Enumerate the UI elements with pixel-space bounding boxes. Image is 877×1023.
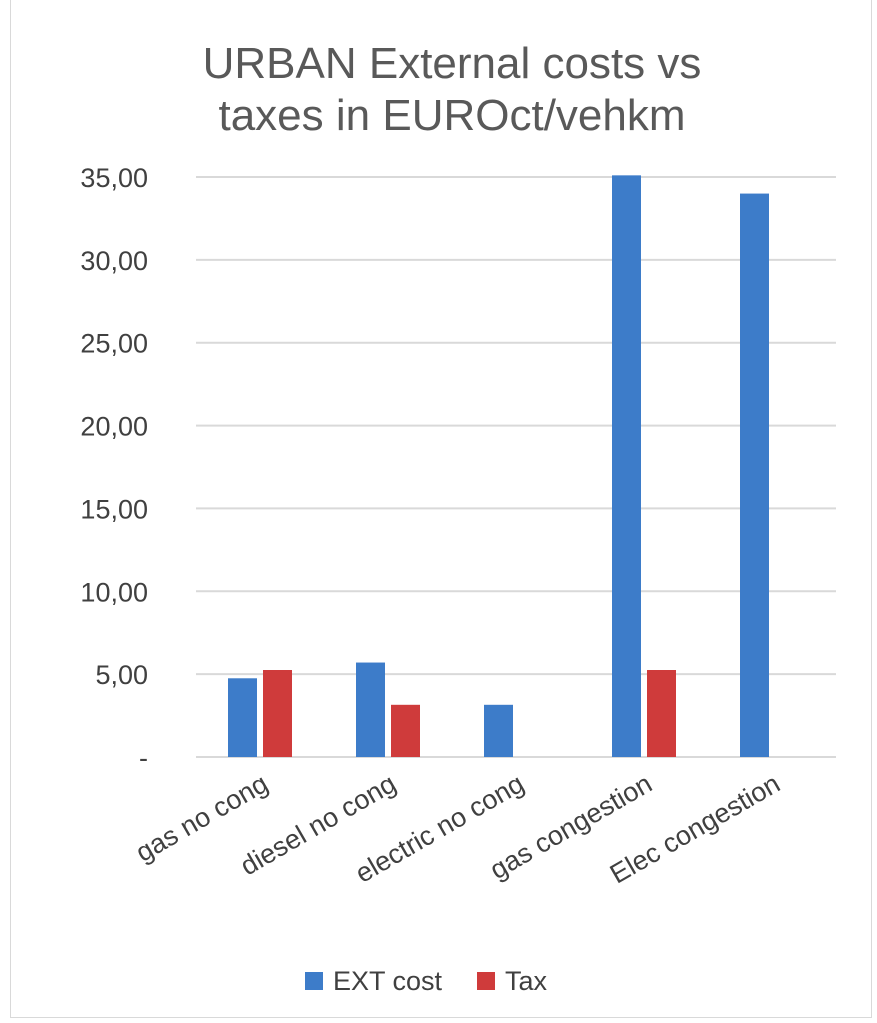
bar-ext-cost xyxy=(228,678,257,757)
chart-title-line-2: taxes in EUROct/vehkm xyxy=(218,91,685,140)
y-tick-label: 15,00 xyxy=(80,494,148,524)
bar-ext-cost xyxy=(484,704,513,757)
chart-title-line-1: URBAN External costs vs xyxy=(203,39,702,88)
legend-label: Tax xyxy=(505,966,548,996)
bar-ext-cost xyxy=(356,662,385,757)
y-tick-label: 35,00 xyxy=(80,163,148,193)
bar-tax xyxy=(391,704,420,757)
y-tick-label: - xyxy=(139,743,148,773)
legend-swatch xyxy=(477,972,495,990)
y-tick-label: 10,00 xyxy=(80,577,148,607)
bar-ext-cost xyxy=(612,175,641,758)
y-tick-label: 20,00 xyxy=(80,412,148,442)
legend-swatch xyxy=(305,972,323,990)
bar-tax xyxy=(263,670,292,757)
y-tick-label: 5,00 xyxy=(95,660,148,690)
y-tick-label: 25,00 xyxy=(80,329,148,359)
chart-area xyxy=(10,0,872,1018)
y-tick-label: 30,00 xyxy=(80,246,148,276)
bar-ext-cost xyxy=(740,193,769,758)
bar-tax xyxy=(647,670,676,757)
legend-label: EXT cost xyxy=(333,966,443,996)
